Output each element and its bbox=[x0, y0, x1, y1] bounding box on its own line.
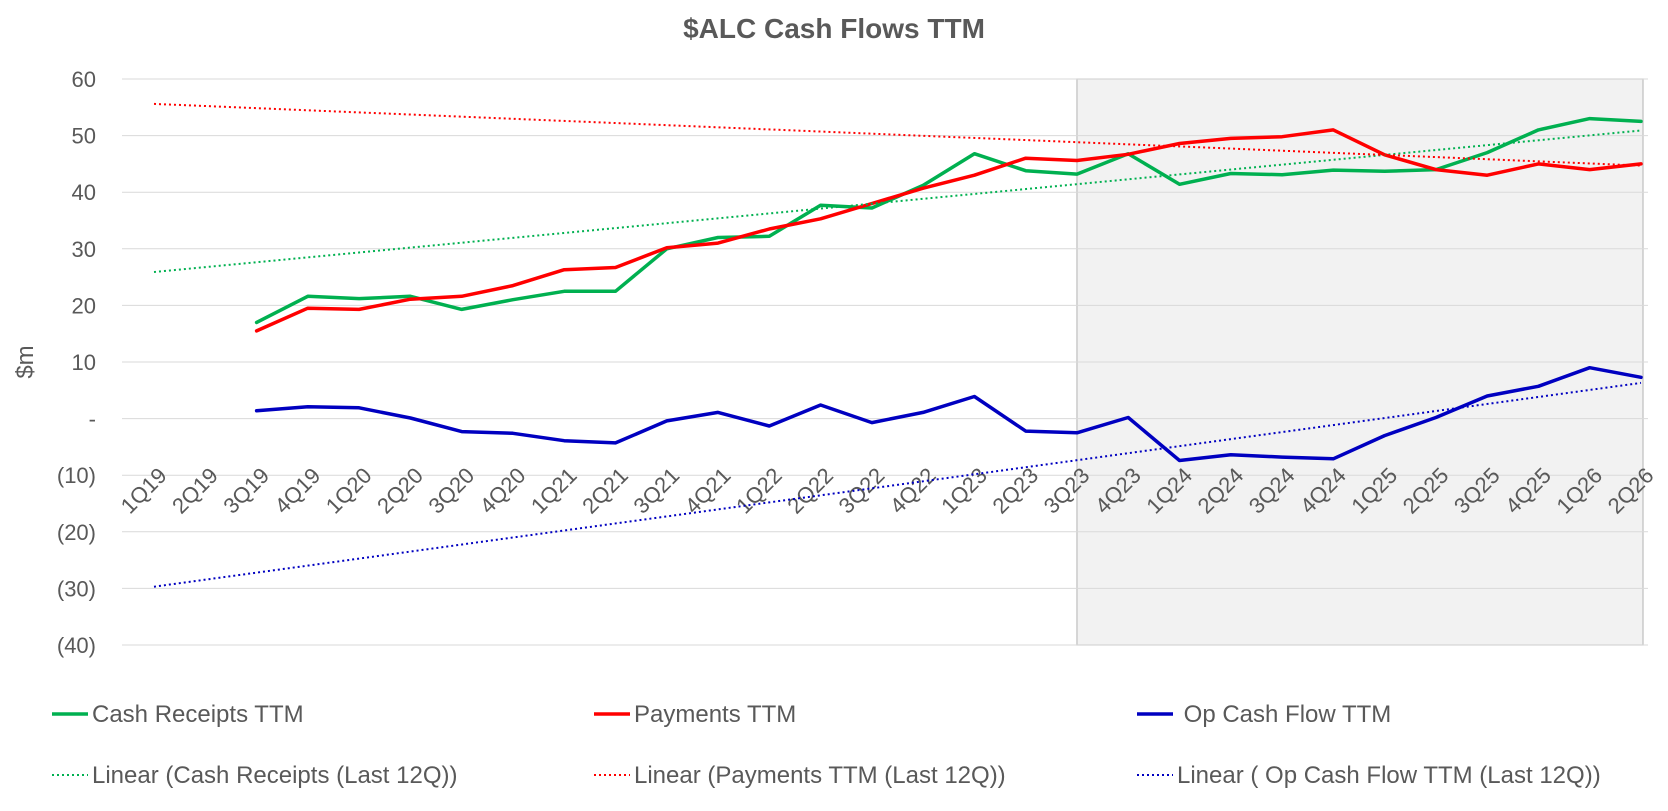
legend-label: Linear (Payments TTM (Last 12Q)) bbox=[634, 762, 1006, 789]
legend-item: Linear (Cash Receipts (Last 12Q)) bbox=[52, 762, 457, 789]
y-tick-label: 60 bbox=[72, 67, 96, 92]
legend: Cash Receipts TTM Payments TTM Op Cash Fl… bbox=[52, 701, 1601, 789]
series-5 bbox=[153, 381, 1642, 588]
x-tick-label: 1Q22 bbox=[731, 463, 787, 519]
legend-item: Op Cash Flow TTM bbox=[1137, 701, 1391, 728]
y-tick-label: (30) bbox=[57, 576, 96, 601]
x-tick-label: 4Q21 bbox=[680, 463, 736, 519]
y-tick-label: (40) bbox=[57, 633, 96, 658]
legend-item: Linear ( Op Cash Flow TTM (Last 12Q)) bbox=[1137, 762, 1601, 789]
series-2 bbox=[254, 365, 1643, 463]
legend-item: Payments TTM bbox=[594, 701, 796, 728]
x-tick-label: 2Q20 bbox=[372, 463, 428, 519]
x-tick-label: 3Q22 bbox=[834, 463, 890, 519]
x-tick-label: 4Q19 bbox=[270, 463, 326, 519]
legend-item: Cash Receipts TTM bbox=[52, 701, 304, 728]
trendline bbox=[153, 381, 1642, 588]
series-0 bbox=[254, 116, 1643, 325]
legend-label: Payments TTM bbox=[634, 701, 796, 728]
x-tick-label: 3Q21 bbox=[629, 463, 685, 519]
x-tick-label: 2Q19 bbox=[167, 463, 223, 519]
chart-title: $ALC Cash Flows TTM bbox=[683, 13, 985, 44]
y-tick-label: 40 bbox=[72, 180, 96, 205]
x-tick-label: 4Q20 bbox=[475, 463, 531, 519]
trendline bbox=[153, 129, 1642, 273]
series-line bbox=[254, 365, 1643, 463]
x-tick-label: 1Q21 bbox=[526, 463, 582, 519]
series-line bbox=[254, 116, 1643, 325]
x-tick-label: 1Q20 bbox=[321, 463, 377, 519]
x-tick-label: 1Q19 bbox=[116, 463, 172, 519]
series-line bbox=[254, 128, 1643, 333]
x-tick-label: 2Q21 bbox=[577, 463, 633, 519]
legend-label: Linear ( Op Cash Flow TTM (Last 12Q)) bbox=[1177, 762, 1601, 789]
series-4 bbox=[153, 102, 1642, 167]
y-tick-label: - bbox=[89, 407, 96, 432]
x-tick-label: 2Q23 bbox=[987, 463, 1043, 519]
x-tick-label: 3Q19 bbox=[218, 463, 274, 519]
gridlines bbox=[122, 78, 1648, 646]
y-tick-label: 50 bbox=[72, 124, 96, 149]
series-lines bbox=[153, 102, 1643, 588]
legend-item: Linear (Payments TTM (Last 12Q)) bbox=[594, 762, 1006, 789]
y-tick-label: 20 bbox=[72, 293, 96, 318]
y-tick-label: 30 bbox=[72, 237, 96, 262]
y-axis-ticks: 60 50 40 30 20 10 - (10) (20) (30) (40) bbox=[57, 67, 96, 658]
series-3 bbox=[153, 129, 1642, 273]
x-tick-label: 1Q23 bbox=[936, 463, 992, 519]
series-1 bbox=[254, 128, 1643, 333]
y-tick-label: (20) bbox=[57, 520, 96, 545]
y-tick-label: 10 bbox=[72, 350, 96, 375]
x-tick-label: 3Q20 bbox=[423, 463, 479, 519]
x-tick-label: 4Q22 bbox=[885, 463, 941, 519]
x-tick-label: 2Q22 bbox=[782, 463, 838, 519]
trendline bbox=[153, 102, 1642, 167]
legend-label: Linear (Cash Receipts (Last 12Q)) bbox=[92, 762, 457, 789]
y-tick-label: (10) bbox=[57, 463, 96, 488]
legend-label: Cash Receipts TTM bbox=[92, 701, 304, 728]
legend-label: Op Cash Flow TTM bbox=[1177, 701, 1391, 728]
y-axis-label: $m bbox=[12, 345, 39, 378]
